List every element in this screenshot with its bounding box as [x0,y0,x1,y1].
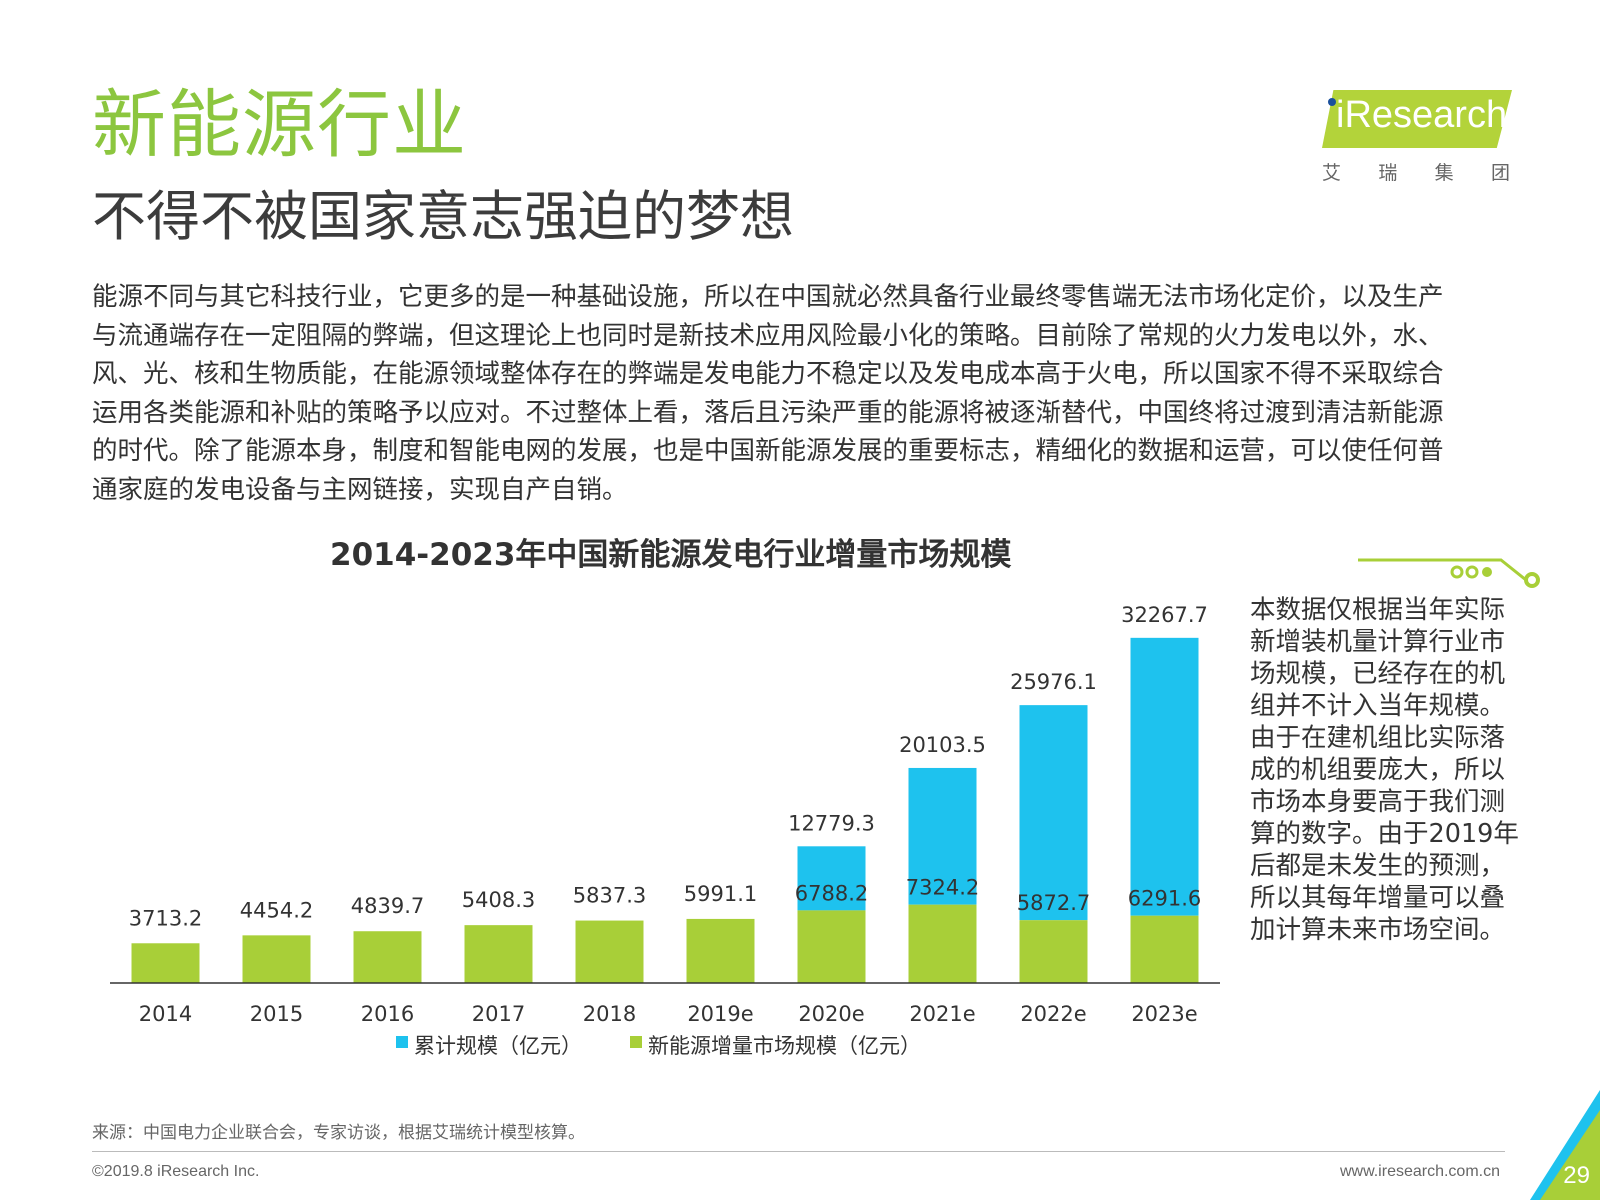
logo-chinese: 艾 瑞 集 团 [1322,158,1512,185]
data-label-increment: 5872.7 [1017,891,1090,915]
note-line: 所以其每年增量可以叠 [1250,883,1506,913]
copyright: ©2019.8 iResearch Inc. [92,1163,260,1180]
legend-label-cumulative: 累计规模（亿元） [414,1034,582,1058]
data-label-total: 20103.5 [899,733,986,757]
intro-paragraph: 能源不同与其它科技行业，它更多的是一种基础设施，所以在中国就必然具备行业最终零售… [92,278,1522,509]
page-title: 新能源行业 [92,82,467,168]
note-line: 算的数字。由于2019年 [1250,819,1519,849]
logo-char: 团 [1490,162,1512,184]
data-label-increment: 6788.2 [795,881,868,905]
data-label-total: 32267.7 [1121,603,1208,627]
note-line: 本数据仅根据当年实际 [1250,595,1506,625]
data-label-increment: 6291.6 [1128,887,1201,911]
source-note: 来源：中国电力企业联合会，专家访谈，根据艾瑞统计模型核算。 [92,1123,585,1143]
stacked-bar-chart: 3713.2 2014 4454.2 2015 4839.7 2016 5408.3 2017… [110,603,1220,1058]
footer-divider [92,1151,1505,1152]
paragraph-line: 风、光、核和生物质能，在能源领域整体存在的弊端是发电能力不稳定以及发电成本高于火… [92,359,1444,389]
x-tick-label: 2015 [250,1002,303,1026]
iresearch-logo: iResearch 艾 瑞 集 团 [1318,86,1518,186]
legend-swatch-cumulative [396,1036,408,1048]
side-note: 本数据仅根据当年实际 新增装机量计算行业市 场规模，已经存在的机 组并不计入当年… [1250,594,1540,946]
legend-label-increment: 新能源增量市场规模（亿元） [648,1034,921,1058]
data-label-increment: 5991.1 [684,882,757,906]
page-subtitle: 不得不被国家意志强迫的梦想 [92,185,794,248]
bar-cumulative [1130,637,1199,916]
bar-increment [797,910,866,983]
note-line: 由于在建机组比实际落 [1250,723,1506,753]
legend-swatch-increment [630,1036,642,1048]
logo-char: 艾 [1322,162,1344,184]
data-label-total: 12779.3 [788,811,875,835]
x-tick-label: 2021e [909,1002,975,1026]
data-label-increment: 5837.3 [573,884,646,908]
bar-increment [686,918,755,983]
data-label-increment: 4454.2 [240,898,313,922]
paragraph-line: 的时代。除了能源本身，制度和智能电网的发展，也是中国新能源发展的重要标志，精细化… [92,436,1444,466]
bar-increment [575,920,644,983]
data-label-total: 25976.1 [1010,670,1097,694]
bar-cumulative [797,846,866,911]
logo-char: 瑞 [1378,162,1400,184]
bar-increment [908,904,977,983]
note-line: 市场本身要高于我们测 [1250,787,1506,817]
x-tick-label: 2014 [139,1002,192,1026]
note-line: 加计算未来市场空间。 [1250,915,1506,945]
paragraph-line: 能源不同与其它科技行业，它更多的是一种基础设施，所以在中国就必然具备行业最终零售… [92,282,1444,312]
bar-increment [242,935,311,983]
note-line: 场规模，已经存在的机 [1250,659,1506,689]
x-tick-label: 2020e [798,1002,864,1026]
bar-increment [464,925,533,983]
logo-text: iResearch [1336,94,1508,136]
logo-banner [1322,90,1512,148]
corner-decoration-icon [1530,1090,1600,1200]
paragraph-line: 运用各类能源和补贴的策略予以应对。不过整体上看，落后且污染严重的能源将被逐渐替代… [92,397,1444,428]
bar-increment [1019,920,1088,983]
page-number: 29 [1563,1162,1590,1189]
website-link[interactable]: www.iresearch.com.cn [1339,1163,1500,1180]
bar-cumulative [1019,705,1088,921]
circuit-decoration-icon [1358,558,1540,588]
x-tick-label: 2016 [361,1002,414,1026]
x-tick-label: 2017 [472,1002,525,1026]
x-tick-label: 2022e [1020,1002,1086,1026]
bar-increment [131,943,200,983]
logo-dot-icon [1328,98,1336,106]
note-line: 后都是未发生的预测， [1250,851,1506,881]
bar-cumulative [908,767,977,905]
note-line: 成的机组要庞大，所以 [1250,755,1506,785]
data-label-increment: 7324.2 [906,876,979,900]
note-line: 新增装机量计算行业市 [1250,627,1506,657]
data-label-increment: 4839.7 [351,894,424,918]
chart-title: 2014-2023年中国新能源发电行业增量市场规模 [330,537,1012,573]
logo-char: 集 [1434,162,1456,184]
data-label-increment: 3713.2 [129,906,202,930]
bar-increment [1130,915,1199,983]
x-tick-label: 2023e [1131,1002,1197,1026]
x-tick-label: 2019e [687,1002,753,1026]
paragraph-line: 通家庭的发电设备与主网链接，实现自产自销。 [92,474,628,505]
data-label-increment: 5408.3 [462,888,535,912]
x-tick-label: 2018 [583,1002,636,1026]
paragraph-line: 与流通端存在一定阻隔的弊端，但这理论上也同时是新技术应用风险最小化的策略。目前除… [92,320,1444,351]
bar-increment [353,931,422,983]
note-line: 组并不计入当年规模。 [1250,691,1506,721]
